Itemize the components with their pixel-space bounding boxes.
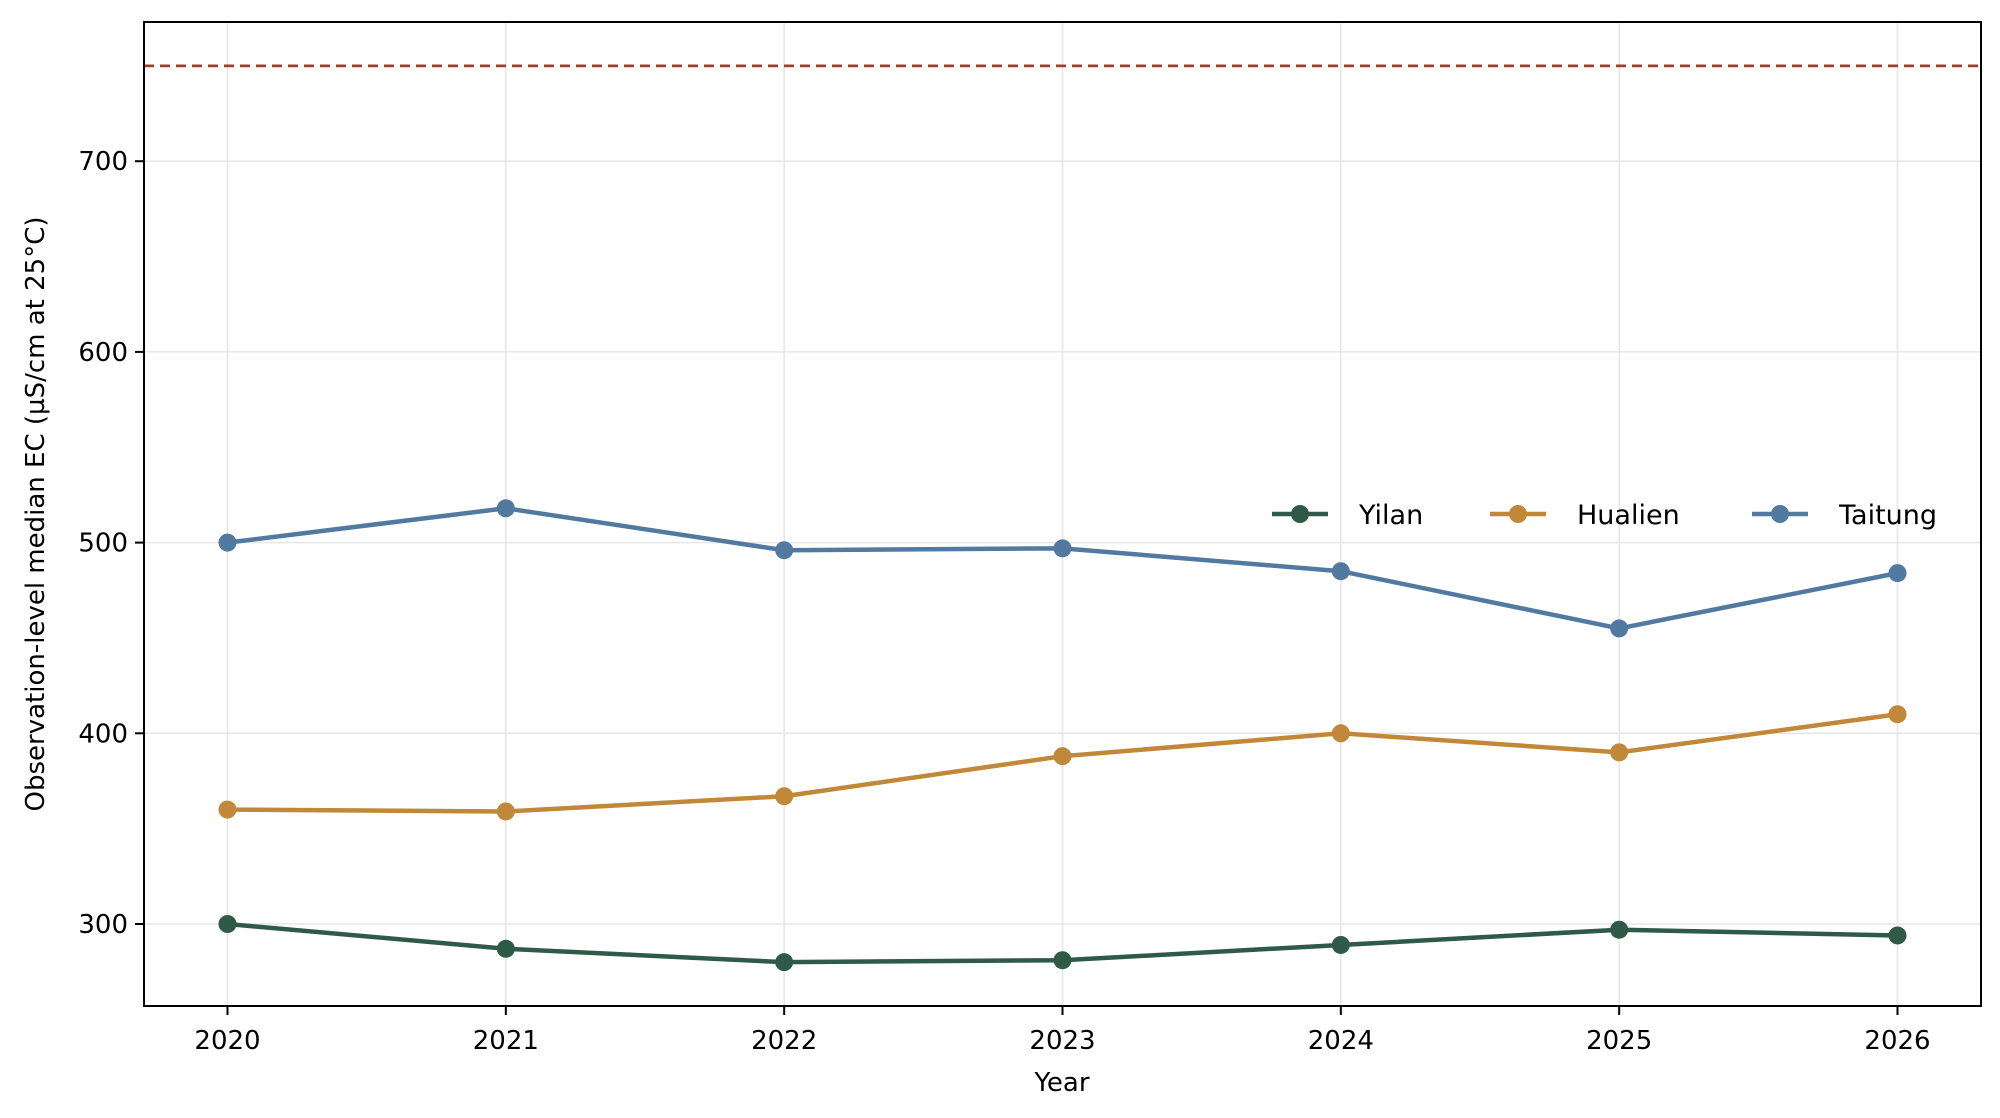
data-point-yilan [1331,935,1350,954]
series-hualien [218,705,1907,821]
x-tick-label: 2021 [473,1026,539,1056]
data-point-taitung [218,533,237,552]
axis-layer: 2020 2021 2022 2023 2024 2025 2026 300 400 500 600… [78,147,1930,1056]
data-point-hualien [1610,743,1629,762]
x-tick-label: 2023 [1029,1026,1095,1056]
y-tick-label: 600 [78,338,128,368]
x-axis-label: Year [1033,1068,1089,1098]
series-layer [218,499,1907,972]
data-point-yilan [218,915,237,933]
series-yilan [218,915,1907,972]
legend: Yilan Hualien Taitung [1272,500,1937,531]
x-tick-label: 2025 [1586,1026,1652,1056]
data-point-hualien [775,787,794,806]
legend-label: Yilan [1358,500,1423,531]
series-taitung [218,499,1907,638]
legend-swatch-marker [1771,505,1789,523]
data-point-taitung [1331,562,1350,581]
data-point-hualien [1888,705,1907,724]
data-point-hualien [218,800,237,819]
data-point-taitung [1888,564,1907,583]
data-point-yilan [496,939,515,958]
legend-label: Taitung [1838,500,1937,531]
data-point-hualien [1053,747,1072,766]
data-point-yilan [1610,920,1629,939]
x-tick-label: 2024 [1308,1026,1374,1056]
data-point-taitung [1053,539,1072,558]
x-tick-label: 2022 [751,1026,817,1056]
y-tick-label: 400 [78,719,128,749]
legend-swatch-marker [1509,505,1527,523]
y-tick-label: 700 [78,147,128,177]
data-point-taitung [1610,619,1629,638]
y-tick-label: 300 [78,910,128,940]
x-tick-label: 2026 [1864,1026,1930,1056]
data-point-hualien [496,802,515,821]
y-tick-label: 500 [78,529,128,559]
legend-entry-yilan: Yilan [1272,500,1423,531]
data-point-yilan [1888,926,1907,945]
legend-entry-hualien: Hualien [1490,500,1680,531]
data-point-yilan [1053,951,1072,970]
legend-label: Hualien [1577,500,1680,531]
y-axis-label: Observation-level median EC (µS/cm at 25… [21,217,51,812]
x-tick-label: 2020 [194,1026,260,1056]
legend-swatch-marker [1291,505,1309,523]
legend-entry-taitung: Taitung [1752,500,1937,531]
data-point-taitung [496,499,515,518]
data-point-yilan [775,953,794,972]
data-point-hualien [1331,724,1350,743]
data-point-taitung [775,541,794,560]
grid-layer [144,22,1981,1006]
